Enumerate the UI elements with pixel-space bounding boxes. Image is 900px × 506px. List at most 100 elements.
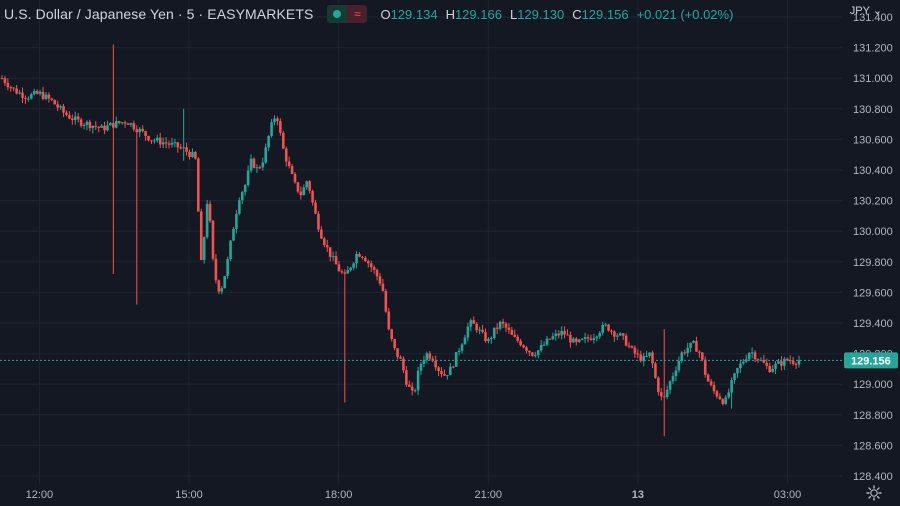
candle-body	[71, 118, 74, 121]
candle-body	[305, 181, 309, 188]
x-tick-label: 03:00	[774, 489, 802, 501]
gear-icon[interactable]	[866, 485, 882, 501]
candle-body	[226, 259, 229, 277]
candle-body	[173, 142, 177, 144]
candle-body	[182, 147, 185, 149]
time-axis[interactable]: 12:00 15:00 18:00 21:00 13 03:00	[26, 489, 802, 501]
candle-body	[730, 380, 733, 393]
open-label: O	[380, 6, 391, 22]
candle-body	[358, 253, 361, 257]
candle-body	[791, 360, 795, 364]
candle-body	[384, 291, 388, 312]
candle-body	[320, 229, 323, 239]
candle-body	[355, 253, 358, 264]
candle-body	[536, 350, 540, 356]
candle-body	[12, 87, 16, 89]
visibility-toggle[interactable]: ≈	[327, 5, 368, 23]
candle-body	[18, 92, 21, 94]
candle-body	[484, 332, 487, 342]
y-tick-label: 130.800	[853, 104, 893, 116]
candle-body	[217, 280, 221, 292]
candle-body	[27, 98, 30, 100]
candle-body	[533, 355, 537, 357]
candle-body	[531, 352, 534, 356]
candle-body	[528, 350, 531, 353]
candle-body	[65, 112, 68, 116]
wave-icon[interactable]: ≈	[347, 5, 368, 23]
candle-body	[387, 311, 391, 330]
candle-body	[220, 288, 224, 292]
candle-body	[73, 116, 77, 121]
candle-body	[545, 338, 549, 345]
candle-body	[144, 131, 147, 137]
candle-body	[633, 347, 637, 354]
symbol-title[interactable]: U.S. Dollar / Japanese Yen · 5 · EASYMAR…	[4, 6, 314, 22]
candle-body	[733, 373, 736, 381]
candle-body	[689, 342, 692, 348]
candle-body	[659, 392, 663, 397]
candle-body	[287, 161, 291, 167]
candle-body	[569, 334, 572, 343]
candle-body	[3, 78, 7, 84]
candle-body	[103, 125, 106, 131]
candle-body	[59, 106, 62, 108]
candle-body	[123, 122, 127, 124]
price-axis[interactable]: 128.400128.600128.800129.000129.200129.4…	[853, 12, 893, 483]
candle-body	[610, 330, 613, 332]
candle-body	[308, 181, 311, 191]
candle-body	[197, 158, 200, 212]
candle-body	[695, 341, 698, 352]
candle-body	[161, 142, 165, 145]
candle-body	[267, 135, 270, 148]
y-tick-label: 128.600	[853, 440, 893, 452]
candle-body	[167, 143, 171, 145]
candle-body	[706, 374, 710, 382]
y-tick-label: 131.200	[853, 43, 893, 55]
candle-body	[777, 361, 780, 364]
candle-body	[557, 333, 561, 336]
candle-body	[665, 389, 669, 398]
candle-body	[62, 106, 65, 113]
candle-body	[126, 123, 130, 125]
candle-body	[68, 115, 71, 119]
y-tick-label: 129.400	[853, 318, 893, 330]
candle-body	[366, 261, 370, 264]
candle-body	[522, 345, 525, 348]
candle-body	[340, 271, 344, 273]
candle-body	[346, 270, 350, 274]
candle-body	[575, 338, 578, 342]
candle-body	[361, 256, 364, 258]
candle-body	[284, 148, 288, 162]
candle-body	[0, 78, 4, 80]
x-tick-label: 12:00	[26, 489, 54, 501]
candle-body	[114, 121, 118, 128]
candle-body	[214, 258, 218, 281]
candle-body	[349, 267, 352, 271]
candle-body	[698, 351, 701, 353]
candle-body	[255, 167, 259, 169]
currency-selector[interactable]: JPY ⌄	[850, 4, 882, 17]
candle-body	[191, 151, 194, 157]
candle-body	[352, 263, 355, 268]
candle-body	[768, 365, 772, 373]
high-value: 129.166	[454, 6, 502, 22]
candle-body	[410, 386, 414, 391]
candle-body	[56, 104, 59, 108]
candle-body	[378, 276, 382, 284]
candle-body	[627, 345, 631, 347]
candle-body	[79, 119, 83, 126]
candle-body	[677, 360, 681, 371]
candle-body	[788, 360, 792, 362]
candle-body	[580, 338, 584, 340]
candle-body	[50, 98, 54, 100]
eye-icon[interactable]	[327, 5, 348, 23]
candle-body	[642, 356, 646, 362]
candle-body	[616, 335, 619, 337]
candle-body	[35, 91, 39, 94]
candle-body	[783, 358, 786, 366]
candle-body	[179, 147, 183, 149]
candle-body	[457, 350, 461, 353]
candle-body	[668, 381, 672, 390]
candle-body	[683, 352, 687, 354]
